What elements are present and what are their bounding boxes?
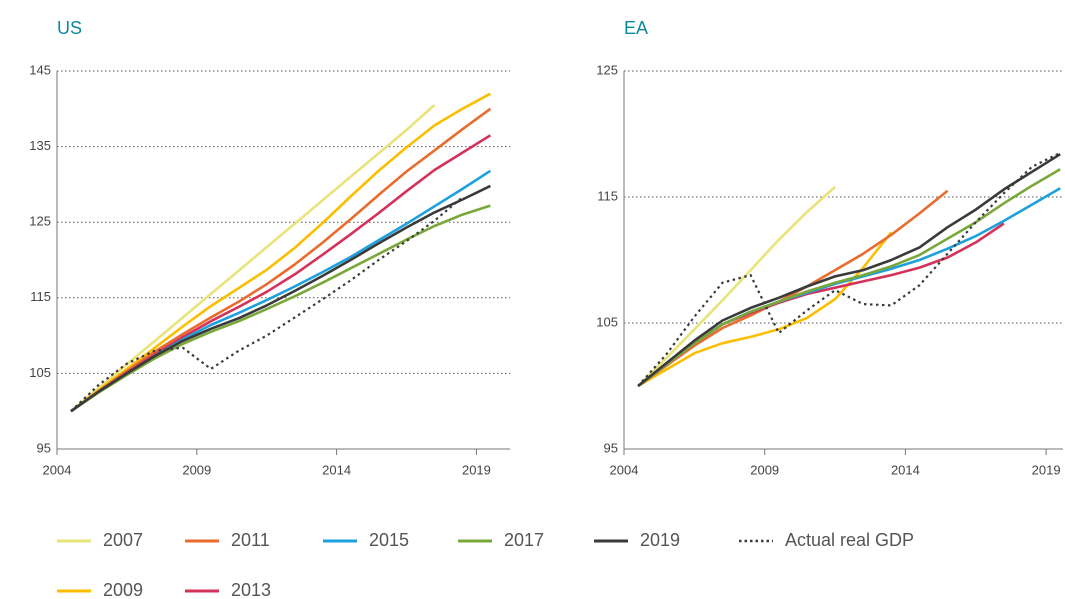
legend-label: 2011 — [231, 530, 270, 550]
y-tick-label: 125 — [29, 214, 51, 229]
legend-label: 2017 — [504, 530, 544, 550]
y-tick-label: 95 — [604, 440, 618, 455]
series-line — [70, 107, 492, 413]
y-tick-label: 135 — [29, 138, 51, 153]
series-line — [70, 184, 491, 413]
legend-label: 2009 — [103, 580, 143, 599]
x-tick-label: 2019 — [1032, 462, 1061, 477]
x-tick-label: 2009 — [750, 462, 779, 477]
chart-title: US — [57, 18, 82, 38]
y-tick-label: 125 — [596, 62, 618, 77]
x-tick-label: 2014 — [322, 462, 351, 477]
legend-label: 2013 — [231, 580, 271, 599]
y-tick-label: 105 — [29, 365, 51, 380]
legend-label: Actual real GDP — [785, 530, 914, 550]
y-tick-label: 145 — [29, 62, 51, 77]
y-tick-label: 115 — [30, 289, 51, 304]
series-line — [637, 185, 836, 387]
series-line — [637, 189, 949, 388]
series-line — [70, 196, 464, 412]
x-tick-label: 2004 — [43, 462, 72, 477]
y-tick-label: 115 — [597, 188, 618, 203]
legend-label: 2019 — [640, 530, 680, 550]
series-line — [70, 92, 492, 413]
series-line — [637, 153, 1061, 388]
series-line — [637, 168, 1061, 388]
legend-label: 2015 — [369, 530, 409, 550]
x-tick-label: 2004 — [610, 462, 639, 477]
chart-title: EA — [624, 18, 648, 38]
series-line — [637, 187, 1061, 388]
y-tick-label: 95 — [37, 440, 51, 455]
x-tick-label: 2009 — [182, 462, 211, 477]
x-tick-label: 2019 — [462, 462, 491, 477]
series-line — [70, 204, 491, 413]
x-tick-label: 2014 — [891, 462, 920, 477]
y-tick-label: 105 — [596, 314, 618, 329]
series-line — [70, 169, 492, 413]
legend-label: 2007 — [103, 530, 143, 550]
series-line — [637, 151, 1061, 387]
series-line — [70, 104, 436, 413]
